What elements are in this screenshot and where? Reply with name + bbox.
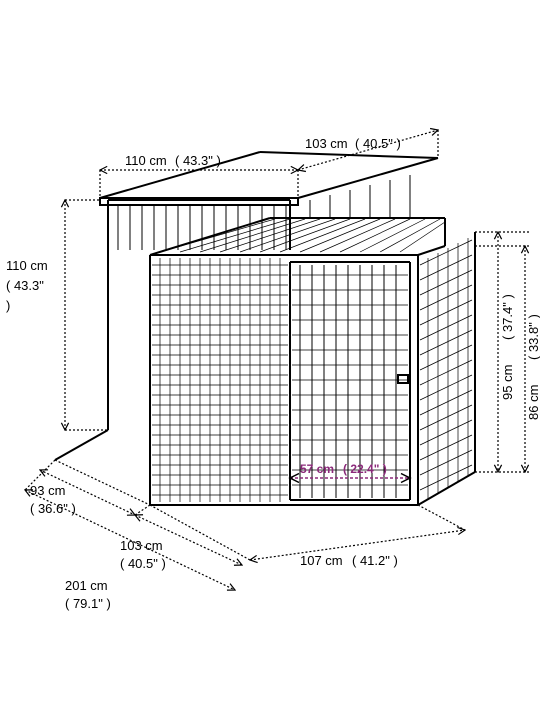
diagram-canvas: 110 cm ( 43.3" ) 103 cm ( 40.5" ) 110 cm… — [0, 0, 540, 720]
svg-text:( 41.2" ): ( 41.2" ) — [352, 553, 398, 568]
dim-right-inner: 86 cm — [526, 385, 540, 420]
svg-text:( 37.4" ): ( 37.4" ) — [500, 294, 515, 340]
svg-text:( 43.3" ): ( 43.3" ) — [175, 153, 221, 168]
svg-text:( 43.3": ( 43.3" — [6, 278, 44, 293]
svg-text:( 40.5" ): ( 40.5" ) — [355, 136, 401, 151]
dim-top-left: 110 cm — [125, 153, 167, 168]
svg-text:( 40.5" ): ( 40.5" ) — [120, 556, 166, 571]
dim-depth-total: 201 cm — [65, 578, 108, 593]
dim-left-h-cm: 110 cm — [6, 258, 48, 273]
dim-right-outer: 95 cm — [500, 365, 515, 400]
dim-top-right: 103 cm — [305, 136, 348, 151]
shed-structure — [55, 152, 438, 460]
svg-text:): ) — [6, 298, 10, 313]
dim-door: 57 cm — [300, 462, 334, 476]
svg-text:( 33.8" ): ( 33.8" ) — [526, 314, 540, 360]
svg-text:( 36.6" ): ( 36.6" ) — [30, 501, 76, 516]
svg-text:( 22.4" ): ( 22.4" ) — [343, 462, 387, 476]
svg-text:( 79.1" ): ( 79.1" ) — [65, 596, 111, 611]
dim-front-w: 107 cm — [300, 553, 343, 568]
dim-depth1: 93 cm — [30, 483, 65, 498]
